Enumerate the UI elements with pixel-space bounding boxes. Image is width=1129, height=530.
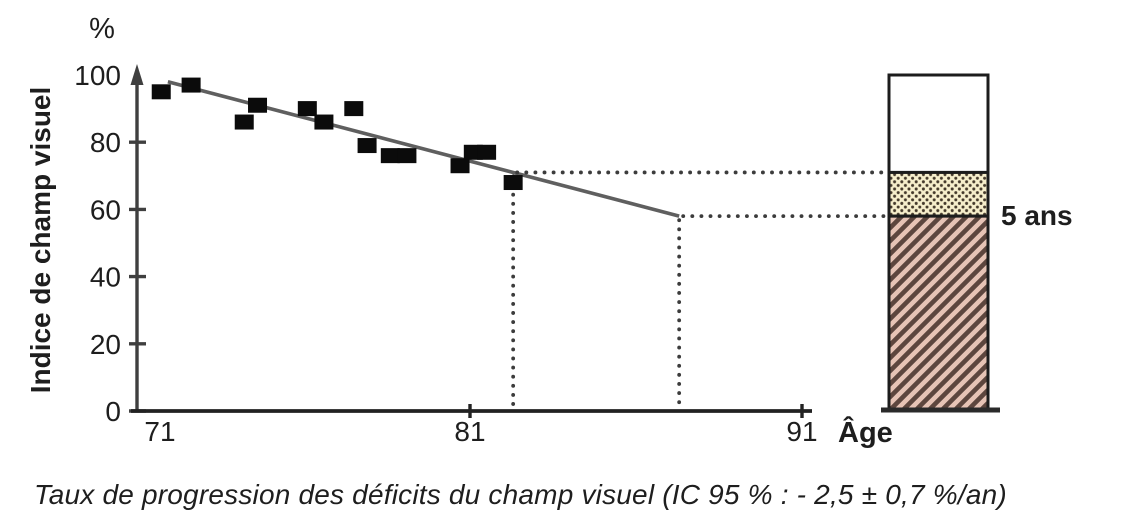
y-tick-label: 20 <box>90 329 121 360</box>
bar-segment-deficit <box>887 214 990 413</box>
y-axis-unit-label: % <box>89 13 115 45</box>
y-tick-label: 40 <box>90 262 121 293</box>
data-point <box>503 175 523 191</box>
data-point <box>477 144 497 160</box>
x-axis-title: Âge <box>838 415 893 449</box>
data-point <box>297 101 317 117</box>
figure-caption: Taux de progression des déficits du cham… <box>34 479 1007 510</box>
y-tick-label: 60 <box>90 194 121 225</box>
data-point <box>380 148 400 164</box>
chart-canvas: 0 20 40 60 80 100 71 81 91% Indice de champ visue… <box>25 13 1073 449</box>
x-tick-label: 91 <box>786 416 817 447</box>
x-tick-label: 71 <box>144 416 175 447</box>
regression-line <box>167 79 680 218</box>
y-tick-label: 100 <box>74 60 121 91</box>
y-axis-title: Indice de champ visuel <box>25 87 56 394</box>
data-point <box>248 97 268 113</box>
data-point <box>234 114 254 130</box>
x-tick-label: 81 <box>454 416 485 447</box>
data-point <box>314 114 334 130</box>
bar-duration-label: 5 ans <box>1001 200 1073 231</box>
data-point <box>397 148 417 164</box>
y-tick-label: 0 <box>105 396 121 427</box>
data-point <box>344 101 364 117</box>
bar-segment-remaining <box>887 73 990 174</box>
data-point <box>181 77 201 93</box>
data-point <box>357 138 377 154</box>
bar-segment-five-year-loss <box>887 170 990 218</box>
data-point <box>450 158 470 174</box>
y-tick-label: 80 <box>90 127 121 158</box>
data-point <box>151 84 171 100</box>
y-axis-arrowhead-icon <box>130 64 144 85</box>
